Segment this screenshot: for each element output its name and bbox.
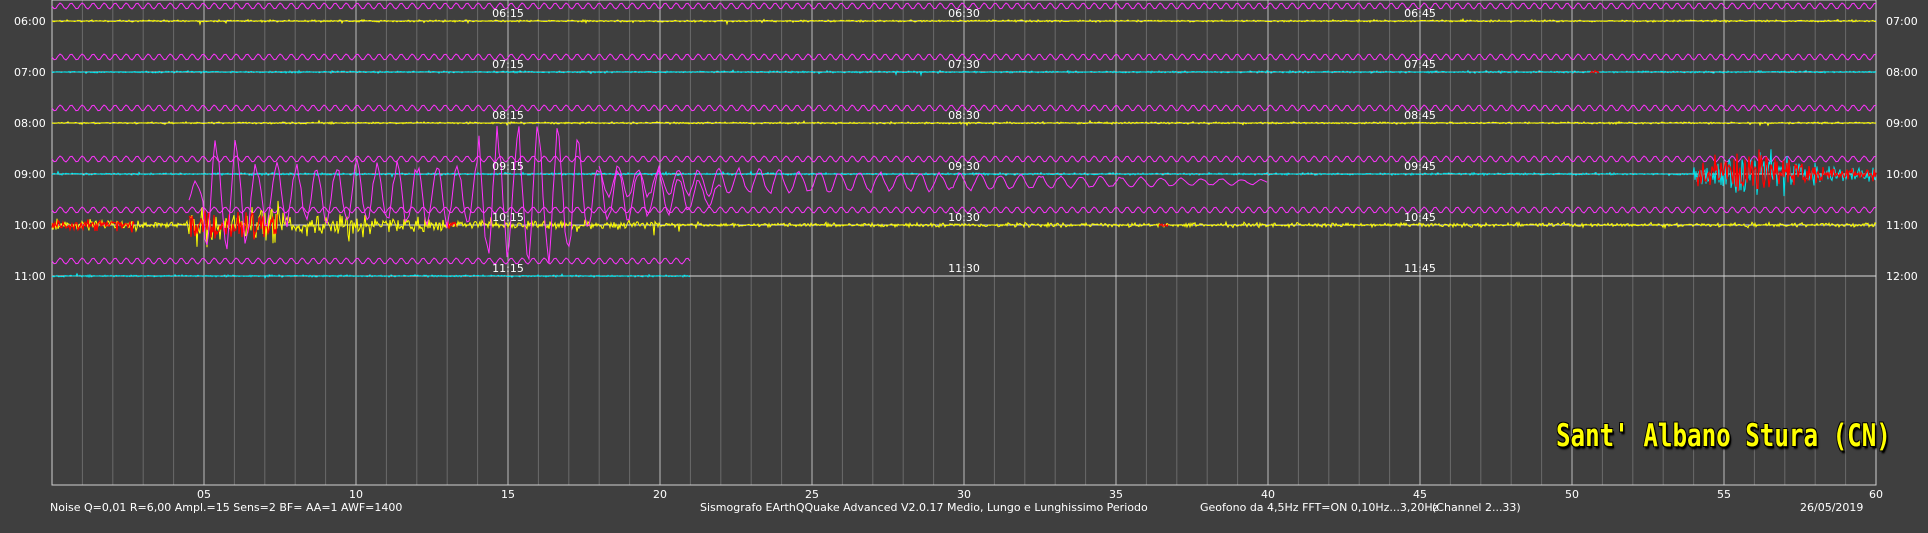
- quarter-hour-label: 08:30: [948, 109, 980, 122]
- short-period-trace: [51, 149, 1877, 197]
- quarter-hour-label: 09:15: [492, 160, 524, 173]
- quarter-hour-label: 11:30: [948, 262, 980, 275]
- long-period-trace: [51, 155, 1877, 163]
- short-period-trace: [51, 69, 1877, 77]
- long-period-trace: [51, 2, 1877, 10]
- right-hour-label: 12:00: [1886, 270, 1918, 283]
- surface-wave-trace: [188, 125, 722, 264]
- footer-date: 26/05/2019: [1800, 501, 1864, 514]
- event-trace: [1589, 69, 1600, 74]
- left-hour-label: 07:00: [14, 66, 46, 79]
- quarter-hour-label: 06:45: [1404, 7, 1436, 20]
- quarter-hour-label: 10:45: [1404, 211, 1436, 224]
- x-tick-label: 10: [349, 488, 363, 501]
- quarter-hour-label: 07:30: [948, 58, 980, 71]
- quarter-hour-label: 06:15: [492, 7, 524, 20]
- quarter-hour-label: 11:45: [1404, 262, 1436, 275]
- event-trace: [188, 210, 278, 240]
- footer-software-info: Sismografo EArthQQuake Advanced V2.0.17 …: [700, 501, 1148, 514]
- footer-channel-info: (Channel 2...33): [1432, 501, 1521, 514]
- quarter-hour-label: 06:30: [948, 7, 980, 20]
- quarter-hour-label: 10:15: [492, 211, 524, 224]
- event-trace: [1696, 149, 1877, 192]
- left-hour-label: 08:00: [14, 117, 46, 130]
- surface-wave-trace: [598, 164, 1268, 199]
- right-hour-label: 08:00: [1886, 66, 1918, 79]
- x-tick-label: 45: [1413, 488, 1427, 501]
- left-hour-label: 09:00: [14, 168, 46, 181]
- quarter-hour-label: 10:30: [948, 211, 980, 224]
- event-trace: [51, 219, 135, 233]
- x-tick-label: 15: [501, 488, 515, 501]
- x-tick-label: 20: [653, 488, 667, 501]
- long-period-trace: [51, 206, 1877, 214]
- plot-frame: [51, 0, 1877, 486]
- quarter-hour-label: 09:30: [948, 160, 980, 173]
- short-period-trace: [51, 200, 1877, 248]
- x-tick-label: 25: [805, 488, 819, 501]
- x-tick-label: 55: [1717, 488, 1731, 501]
- footer-geophone-info: Geofono da 4,5Hz FFT=ON 0,10Hz...3,20Hz: [1200, 501, 1439, 514]
- x-tick-label: 50: [1565, 488, 1579, 501]
- left-hour-label: 06:00: [14, 15, 46, 28]
- long-period-trace: [51, 53, 1877, 61]
- footer-noise-settings: Noise Q=0,01 R=6,00 Ampl.=15 Sens=2 BF= …: [50, 501, 403, 514]
- quarter-hour-label: 08:45: [1404, 109, 1436, 122]
- x-tick-label: 30: [957, 488, 971, 501]
- quarter-hour-label: 07:15: [492, 58, 524, 71]
- left-hour-label: 11:00: [14, 270, 46, 283]
- quarter-hour-label: 11:15: [492, 262, 524, 275]
- right-hour-label: 07:00: [1886, 15, 1918, 28]
- quarter-hour-label: 07:45: [1404, 58, 1436, 71]
- x-tick-label: 05: [197, 488, 211, 501]
- short-period-trace: [51, 119, 1877, 127]
- event-trace: [446, 221, 457, 229]
- short-period-trace: [51, 17, 1877, 26]
- x-tick-label: 60: [1869, 488, 1883, 501]
- right-hour-label: 11:00: [1886, 219, 1918, 232]
- event-trace: [1158, 223, 1169, 227]
- right-hour-label: 10:00: [1886, 168, 1918, 181]
- long-period-trace: [51, 257, 691, 265]
- x-tick-label: 40: [1261, 488, 1275, 501]
- short-period-trace: [51, 272, 691, 279]
- quarter-hour-label: 08:15: [492, 109, 524, 122]
- left-hour-label: 10:00: [14, 219, 46, 232]
- station-name: Sant' Albano Stura (CN): [1556, 418, 1891, 454]
- right-hour-label: 09:00: [1886, 117, 1918, 130]
- long-period-trace: [51, 104, 1877, 112]
- quarter-hour-label: 09:45: [1404, 160, 1436, 173]
- x-tick-label: 35: [1109, 488, 1123, 501]
